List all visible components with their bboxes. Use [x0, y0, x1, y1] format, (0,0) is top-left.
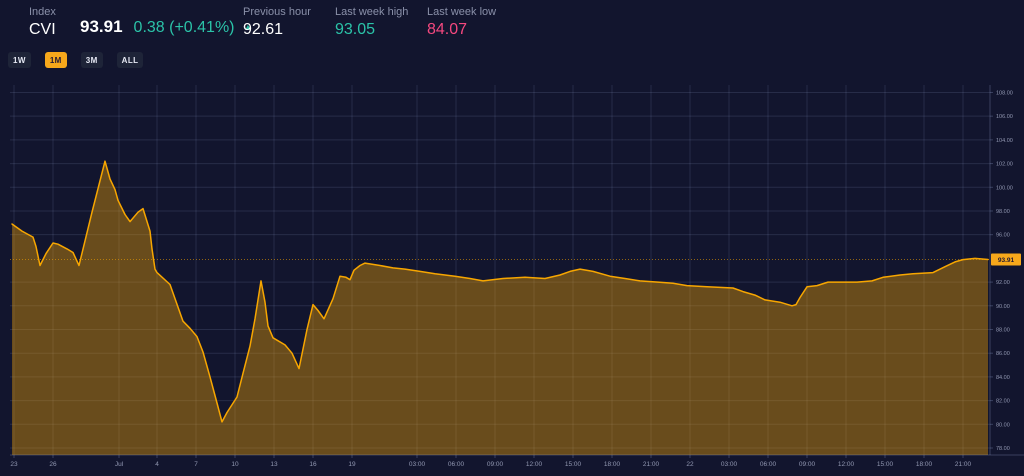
y-axis-label: 90.00 — [996, 304, 1010, 310]
week-high-label: Last week high — [335, 6, 409, 18]
chart-plot-area[interactable] — [10, 85, 990, 455]
x-axis-label: 23 — [10, 461, 18, 468]
y-axis-label: 80.00 — [996, 422, 1010, 428]
x-axis-label: 13 — [270, 461, 278, 468]
previous-hour-label: Previous hour — [243, 6, 311, 18]
x-axis-label: 09:00 — [487, 461, 504, 468]
x-axis-label: 12:00 — [838, 461, 855, 468]
x-axis-label: 03:00 — [721, 461, 738, 468]
price-info: 93.91 0.38 (+0.41%) ▲ — [80, 17, 252, 37]
range-button-all[interactable]: ALL — [116, 52, 144, 68]
previous-hour-value: 92.61 — [243, 21, 284, 38]
y-axis-label: 104.00 — [996, 138, 1013, 144]
x-axis-label: 19 — [348, 461, 356, 468]
x-axis-label: 4 — [155, 461, 159, 468]
index-label: Index — [29, 6, 56, 18]
y-axis-label: 86.00 — [996, 351, 1010, 357]
week-low-value: 84.07 — [427, 21, 468, 38]
week-low-label: Last week low — [427, 6, 497, 18]
x-axis-label: 21:00 — [643, 461, 660, 468]
range-selector: 1W 1M 3M ALL — [8, 52, 144, 68]
y-axis-label: 106.00 — [996, 114, 1013, 120]
cvi-series-line — [11, 160, 989, 423]
y-axis-label: 98.00 — [996, 209, 1010, 215]
y-axis-label: 108.00 — [996, 90, 1013, 96]
x-axis-label: 18:00 — [604, 461, 621, 468]
y-axis-label: 88.00 — [996, 327, 1010, 333]
range-button-1w[interactable]: 1W — [8, 52, 31, 68]
current-price-badge-label: 93.91 — [998, 257, 1015, 264]
cvi-area-fill — [12, 161, 988, 455]
week-high-value: 93.05 — [335, 21, 376, 38]
x-axis-label: 06:00 — [760, 461, 777, 468]
week-high-info: Last week high 93.05 — [335, 6, 408, 39]
y-axis-label: 84.00 — [996, 375, 1010, 381]
x-axis-label: 26 — [49, 461, 57, 468]
index-name: CVI — [29, 21, 56, 38]
x-axis-label: 15:00 — [565, 461, 582, 468]
current-price: 93.91 — [80, 17, 123, 36]
range-button-1m[interactable]: 1M — [44, 52, 67, 68]
y-axis-label: 96.00 — [996, 233, 1010, 239]
x-axis-label: 10 — [231, 461, 239, 468]
previous-hour-info: Previous hour 92.61 — [243, 6, 311, 39]
y-axis-label: 78.00 — [996, 446, 1010, 452]
price-change: 0.38 (+0.41%) — [133, 19, 235, 36]
x-axis-label: 09:00 — [799, 461, 816, 468]
x-axis-label: 16 — [309, 461, 317, 468]
y-axis-label: 100.00 — [996, 185, 1013, 191]
range-button-3m[interactable]: 3M — [80, 52, 103, 68]
x-axis-label: 21:00 — [955, 461, 972, 468]
index-info: Index CVI — [29, 6, 56, 39]
x-axis-label: 18:00 — [916, 461, 933, 468]
y-axis-label: 92.00 — [996, 280, 1010, 286]
week-low-info: Last week low 84.07 — [427, 6, 496, 39]
x-axis-label: 22 — [686, 461, 694, 468]
x-axis-label: 7 — [194, 461, 198, 468]
x-axis-label: 03:00 — [409, 461, 426, 468]
x-axis-label: 15:00 — [877, 461, 894, 468]
x-axis-label: 06:00 — [448, 461, 465, 468]
arrow-up-icon: ▲ — [243, 22, 253, 32]
x-axis-label: Jul — [115, 461, 124, 468]
current-price-badge — [991, 253, 1021, 266]
x-axis-label: 12:00 — [526, 461, 543, 468]
y-axis-label: 82.00 — [996, 399, 1010, 405]
y-axis-label: 102.00 — [996, 162, 1013, 168]
